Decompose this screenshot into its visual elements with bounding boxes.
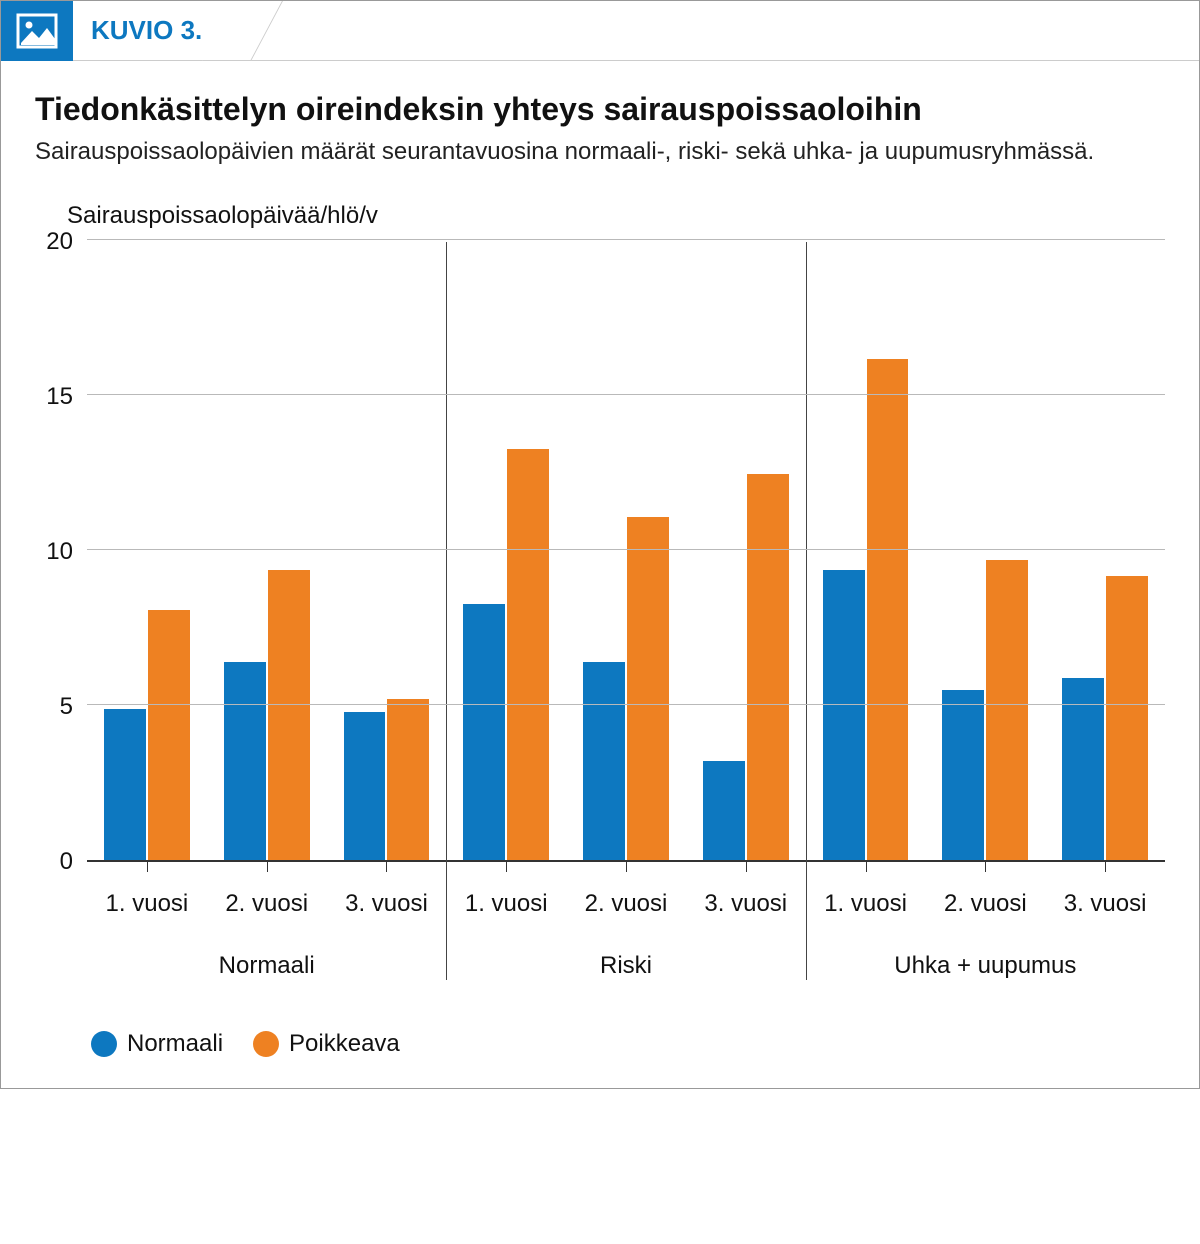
- x-tick: [1045, 860, 1165, 874]
- title-block: Tiedonkäsittelyn oireindeksin yhteys sai…: [1, 61, 1199, 176]
- bar: [463, 604, 505, 860]
- x-tick-group: [87, 860, 446, 874]
- bar-subgroup: [446, 242, 566, 860]
- x-sublabel: 3. vuosi: [327, 876, 447, 918]
- x-label-group: 1. vuosi2. vuosi3. vuosi: [446, 876, 805, 918]
- bar: [387, 699, 429, 860]
- legend: Normaali Poikkeava: [1, 990, 1199, 1088]
- group-label: Normaali: [87, 952, 446, 980]
- x-axis-group-labels: NormaaliRiskiUhka + uupumus: [87, 952, 1165, 980]
- bar: [942, 690, 984, 860]
- gridline: [87, 394, 1165, 395]
- x-tick: [925, 860, 1045, 874]
- bar-subgroup: [87, 242, 207, 860]
- y-tick-label: 5: [60, 693, 73, 721]
- group-label: Uhka + uupumus: [806, 952, 1165, 980]
- y-tick-label: 10: [46, 538, 73, 566]
- bar: [986, 560, 1028, 860]
- bar-subgroup: [925, 242, 1045, 860]
- bar: [867, 359, 909, 860]
- bar: [148, 610, 190, 860]
- x-sublabel: 1. vuosi: [87, 876, 207, 918]
- bar-subgroup: [1045, 242, 1165, 860]
- group-label: Riski: [446, 952, 805, 980]
- legend-item: Normaali: [91, 1030, 223, 1058]
- chart-area: Sairauspoissaolopäivää/hlö/v 0 5 10 15 20 1.…: [1, 176, 1199, 990]
- x-tick: [446, 860, 566, 874]
- y-axis-title: Sairauspoissaolopäivää/hlö/v: [67, 202, 1165, 230]
- figure-number-text: KUVIO 3.: [91, 15, 202, 46]
- bar: [344, 712, 386, 860]
- legend-swatch: [253, 1031, 279, 1057]
- legend-item: Poikkeava: [253, 1030, 400, 1058]
- legend-label: Poikkeava: [289, 1030, 400, 1058]
- x-tick: [806, 860, 926, 874]
- x-sublabel: 1. vuosi: [446, 876, 566, 918]
- bar: [268, 570, 310, 860]
- gridline: [87, 704, 1165, 705]
- bar: [823, 570, 865, 860]
- x-sublabel: 3. vuosi: [1045, 876, 1165, 918]
- x-sublabel: 2. vuosi: [207, 876, 327, 918]
- bar-group: [806, 242, 1165, 860]
- x-tick-marks: [87, 860, 1165, 874]
- figure-container: KUVIO 3. Tiedonkäsittelyn oireindeksin y…: [0, 0, 1200, 1089]
- bar-group: [87, 242, 446, 860]
- bar: [104, 709, 146, 860]
- bar-subgroup: [566, 242, 686, 860]
- x-sublabel: 2. vuosi: [925, 876, 1045, 918]
- x-tick-group: [446, 860, 805, 874]
- header-notch: [242, 1, 1199, 61]
- chart-title: Tiedonkäsittelyn oireindeksin yhteys sai…: [35, 91, 1165, 128]
- bar-subgroup: [327, 242, 447, 860]
- bar-subgroup: [686, 242, 806, 860]
- figure-header: KUVIO 3.: [1, 1, 1199, 61]
- image-icon: [1, 1, 73, 61]
- bar: [1062, 678, 1104, 860]
- bar: [703, 761, 745, 860]
- x-tick-group: [806, 860, 1165, 874]
- x-tick: [327, 860, 447, 874]
- gridline: [87, 239, 1165, 240]
- x-tick: [207, 860, 327, 874]
- bar: [1106, 576, 1148, 860]
- x-label-group: 1. vuosi2. vuosi3. vuosi: [87, 876, 446, 918]
- x-sublabel: 3. vuosi: [686, 876, 806, 918]
- x-sublabel: 1. vuosi: [806, 876, 926, 918]
- y-tick-label: 20: [46, 228, 73, 256]
- y-tick-label: 15: [46, 383, 73, 411]
- chart-subtitle: Sairauspoissaolopäivien määrät seurantav…: [35, 138, 1165, 166]
- bar: [224, 662, 266, 860]
- gridline: [87, 549, 1165, 550]
- plot-wrap: 05101520: [35, 242, 1165, 862]
- x-axis-sublabels: 1. vuosi2. vuosi3. vuosi1. vuosi2. vuosi…: [87, 876, 1165, 918]
- bar: [627, 517, 669, 860]
- legend-label: Normaali: [127, 1030, 223, 1058]
- x-label-group: 1. vuosi2. vuosi3. vuosi: [806, 876, 1165, 918]
- bar: [507, 449, 549, 860]
- y-axis: 05101520: [35, 242, 87, 862]
- bar-subgroup: [806, 242, 926, 860]
- x-tick: [87, 860, 207, 874]
- bar: [583, 662, 625, 860]
- bar: [747, 474, 789, 860]
- x-tick: [686, 860, 806, 874]
- x-sublabel: 2. vuosi: [566, 876, 686, 918]
- bars-layer: [87, 242, 1165, 860]
- y-tick-label: 0: [60, 848, 73, 876]
- x-tick: [566, 860, 686, 874]
- legend-swatch: [91, 1031, 117, 1057]
- bar-group: [446, 242, 805, 860]
- plot-area: [87, 242, 1165, 862]
- bar-subgroup: [207, 242, 327, 860]
